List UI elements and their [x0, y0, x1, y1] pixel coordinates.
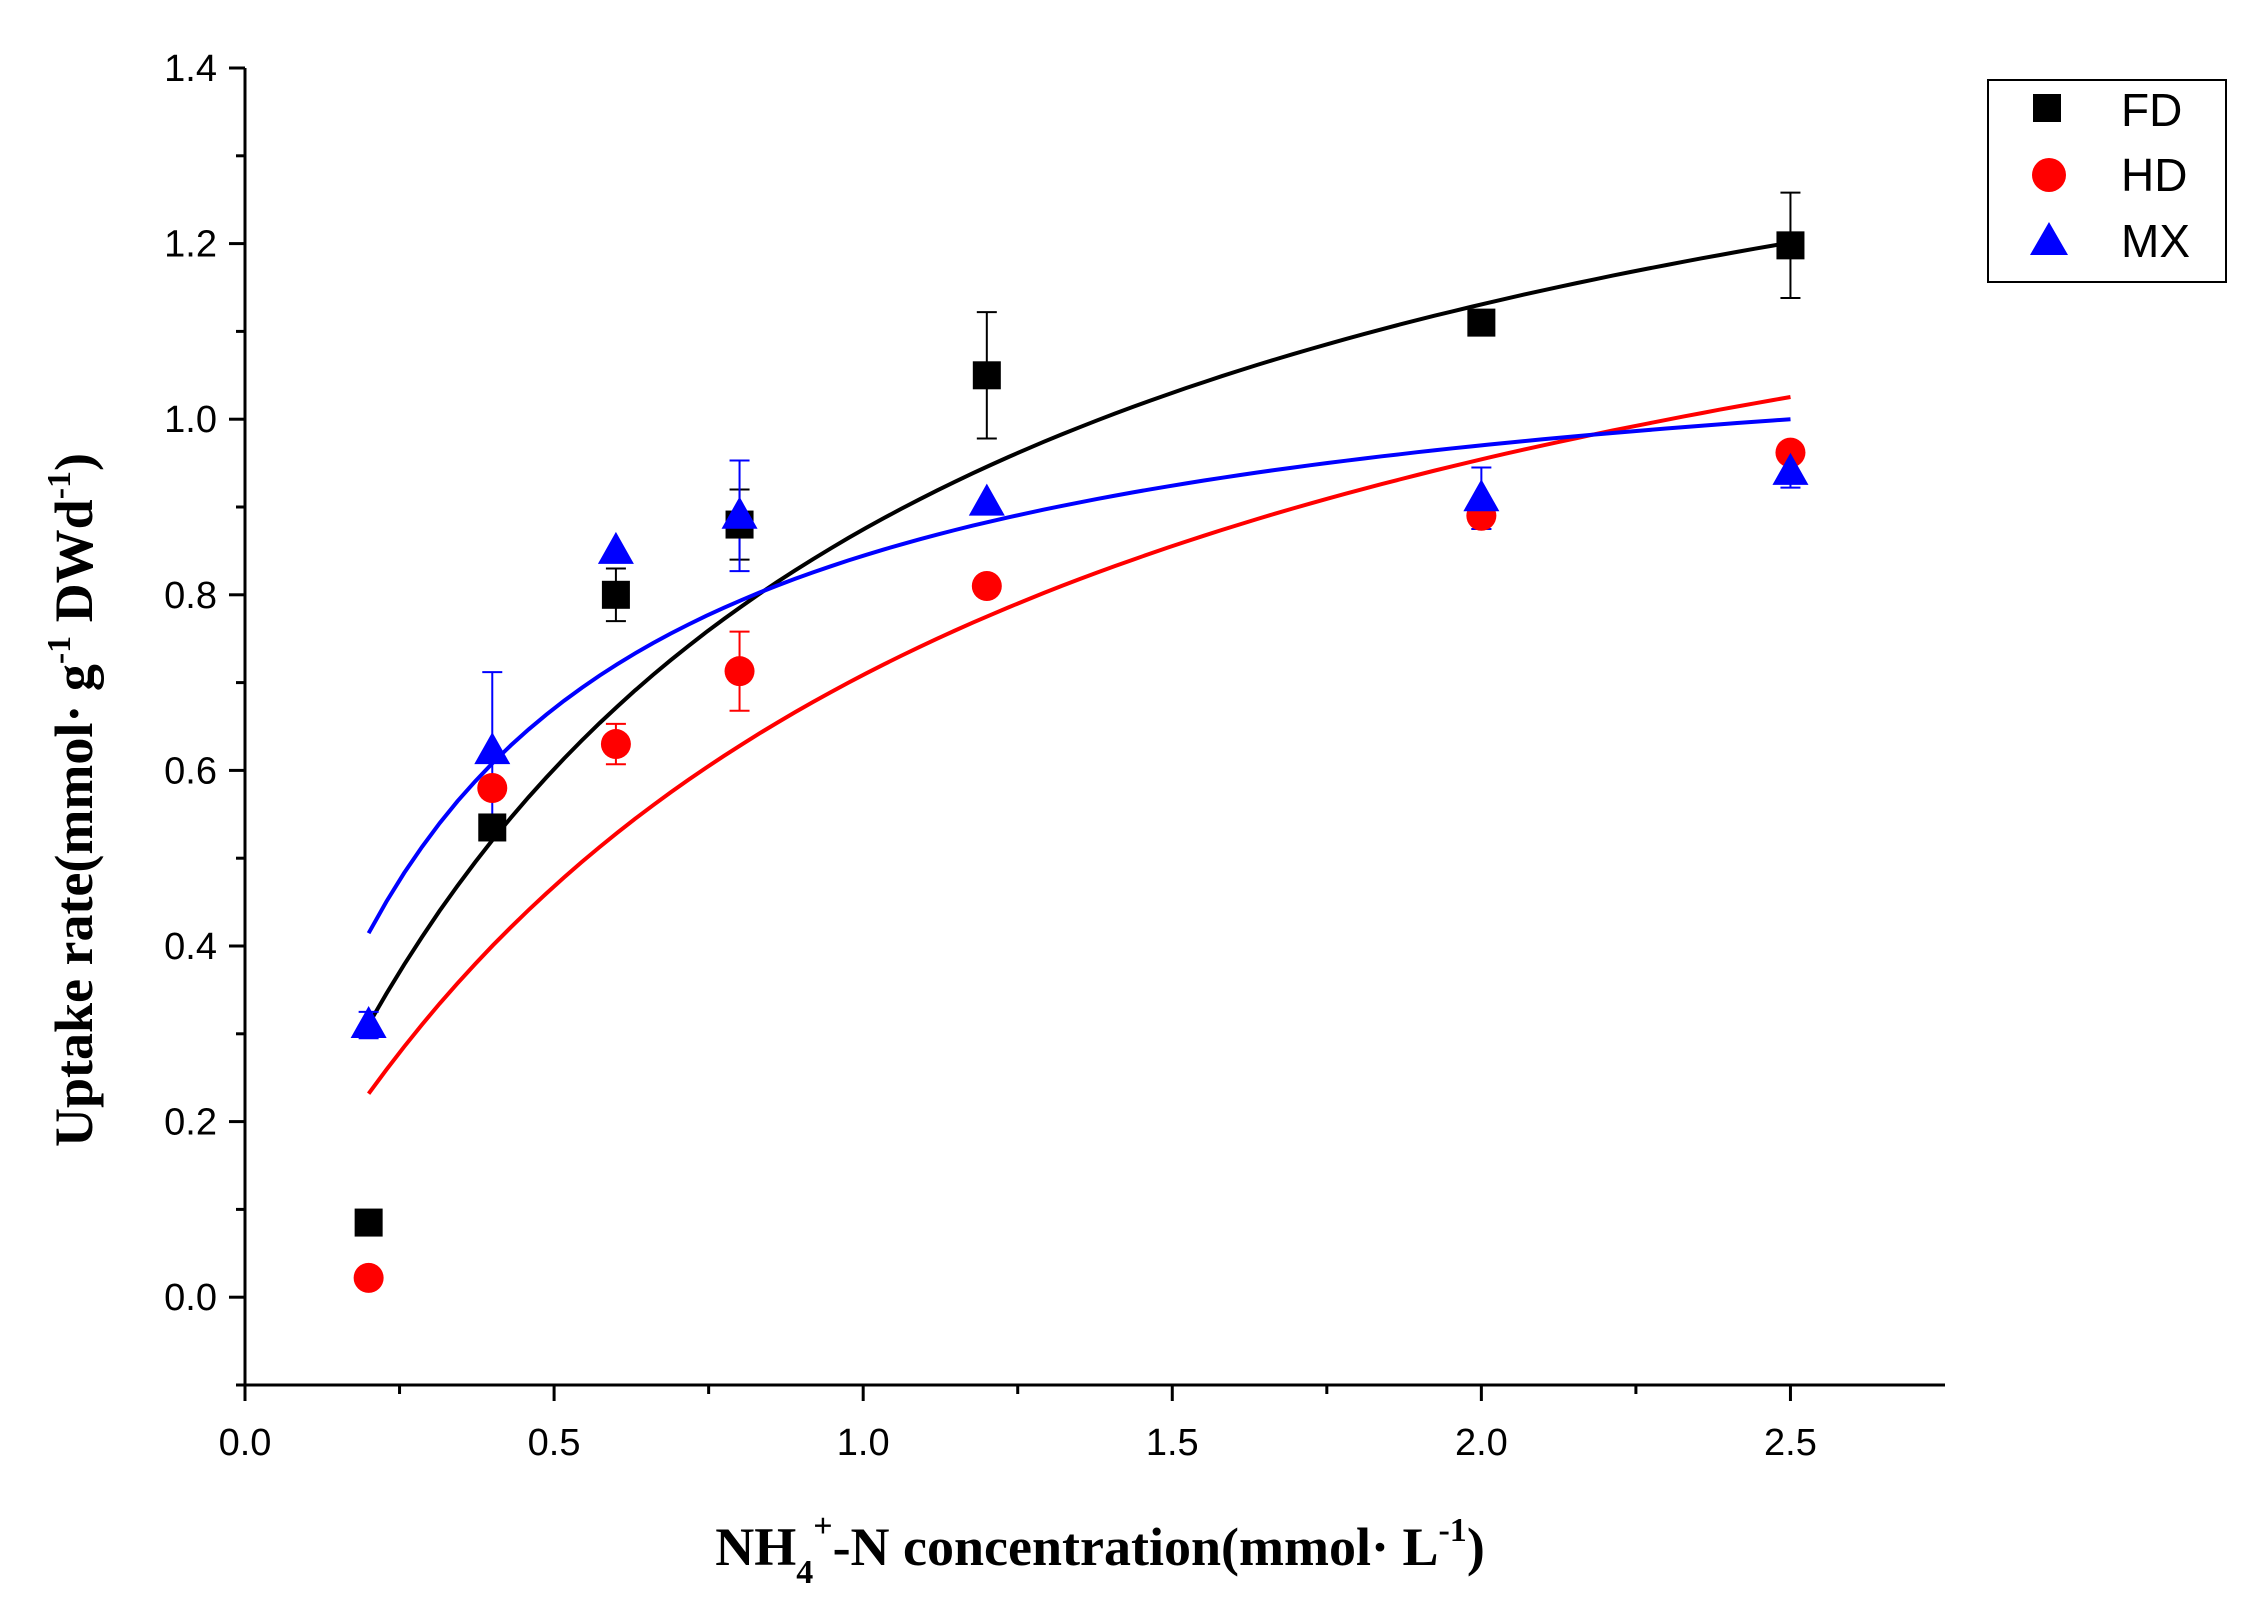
y-tick-label: 1.0 [164, 399, 217, 441]
y-axis-title-part: DWd [44, 499, 104, 636]
legend-label-hd: HD [2121, 149, 2187, 201]
data-point-mx [597, 531, 634, 564]
data-point-fd [478, 813, 507, 842]
data-point-hd [724, 656, 755, 687]
fit-curve-fd [366, 240, 1791, 1026]
y-tick-label: 0.2 [164, 1102, 217, 1144]
data-points [350, 231, 1809, 1293]
y-axis-title-part: Uptake rate(mmol· g [44, 664, 104, 1147]
y-tick-label: 0.0 [164, 1277, 217, 1319]
data-point-hd [971, 571, 1002, 602]
x-tick-label: 0.5 [528, 1422, 581, 1464]
legend-marker-hd [2032, 158, 2066, 192]
data-point-hd [1775, 437, 1806, 468]
y-tick-label: 0.4 [164, 926, 217, 968]
data-point-fd [1776, 231, 1805, 260]
x-axis-title-part: -N concentration(mmol· L [833, 1517, 1439, 1577]
x-axis-title-superscript: + [813, 1508, 832, 1545]
x-axis-title-superscript: -1 [1438, 1512, 1466, 1549]
x-axis-title: NH4+-N concentration(mmol· L-1) [715, 1508, 1485, 1591]
x-tick-label: 2.0 [1455, 1422, 1508, 1464]
y-tick-label: 0.8 [164, 575, 217, 617]
data-point-fd [972, 361, 1001, 390]
y-axis-title: Uptake rate(mmol· g-1 DWd-1) [41, 453, 104, 1147]
x-axis-title-subscript: 4 [796, 1554, 813, 1591]
x-tick-label: 1.0 [837, 1422, 890, 1464]
y-axis-title-superscript: -1 [41, 636, 78, 664]
data-point-fd [601, 580, 630, 609]
fit-curve-hd [366, 395, 1791, 1095]
data-point-mx [1463, 479, 1500, 512]
data-point-hd [477, 772, 508, 803]
x-tick-label: 2.5 [1764, 1422, 1817, 1464]
data-point-mx [1772, 452, 1809, 485]
x-tick-label: 1.5 [1146, 1422, 1199, 1464]
legend-frame [1987, 79, 2227, 283]
legend-marker-mx [2030, 222, 2068, 255]
fit-curve-mx [366, 417, 1791, 935]
x-axis-title-part: ) [1467, 1517, 1485, 1577]
legend: FD HD MX [1987, 79, 2227, 283]
y-tick-label: 1.4 [164, 48, 217, 90]
x-tick-label: 0.0 [219, 1422, 272, 1464]
data-point-fd [354, 1208, 383, 1237]
legend-marker-fd [2033, 94, 2061, 122]
data-point-mx [721, 496, 758, 529]
legend-label-fd: FD [2121, 84, 2182, 136]
y-tick-label: 1.2 [164, 224, 217, 266]
data-point-mx [350, 1006, 387, 1039]
y-tick-label: 0.6 [164, 750, 217, 792]
error-bars [358, 191, 1801, 1040]
y-axis-title-part: ) [44, 453, 104, 471]
y-axis-title-superscript: -1 [41, 471, 78, 499]
data-point-mx [474, 732, 511, 765]
data-point-hd [600, 729, 631, 760]
fit-curves [366, 240, 1791, 1095]
data-point-hd [353, 1262, 384, 1293]
x-axis-title-part: NH [715, 1517, 796, 1577]
legend-label-mx: MX [2121, 215, 2190, 267]
data-point-fd [1467, 308, 1496, 337]
axes: 0.0 0.5 1.0 1.5 2.0 2.5 0.0 0.2 0.4 0.6 0.8 1.0 1.2 1… [164, 48, 1945, 1464]
data-point-mx [968, 483, 1005, 516]
